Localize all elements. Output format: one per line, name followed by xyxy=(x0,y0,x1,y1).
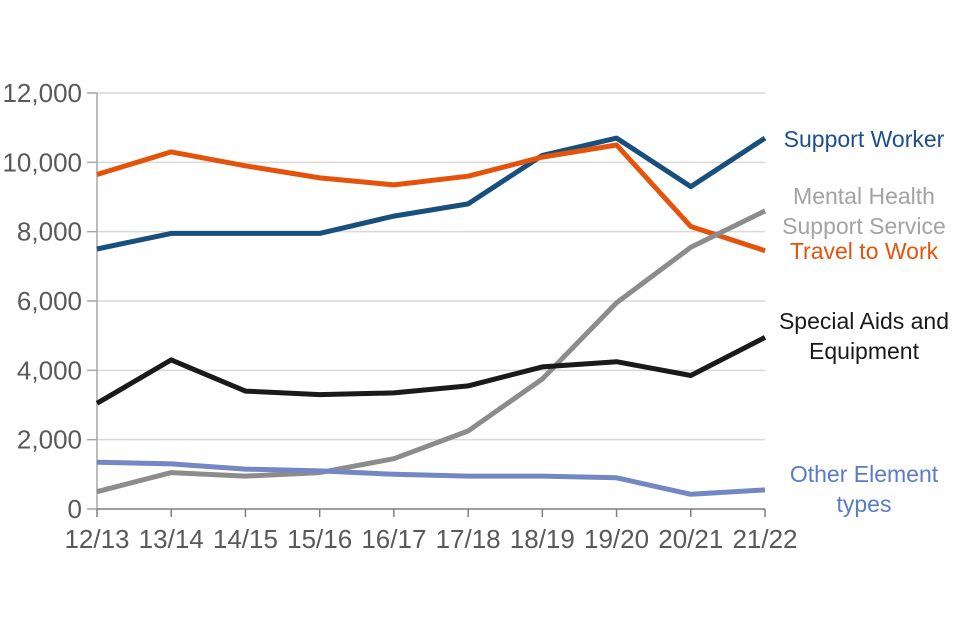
y-tick-label: 6,000 xyxy=(17,286,82,316)
series-line-travel-to-work xyxy=(96,142,766,254)
series-line-support-worker xyxy=(96,135,767,252)
y-tick-label: 0 xyxy=(68,494,82,524)
x-tick-label: 15/16 xyxy=(287,524,352,554)
x-tick-label: 13/14 xyxy=(139,524,204,554)
legend-special-aids-line2: Equipment xyxy=(809,338,919,364)
legend-travel-to-work: Travel to Work xyxy=(769,236,959,266)
legend-mental-health-line1: Mental Health xyxy=(793,183,935,209)
legend-other-element-line2: types xyxy=(836,491,892,517)
legend-mental-health-line2: Support Service xyxy=(782,213,946,239)
x-tick-label: 20/21 xyxy=(658,524,723,554)
series-line-special-aids-and-equipment xyxy=(95,335,767,406)
legend-travel-to-work-line1: Travel to Work xyxy=(789,238,939,264)
y-tick-label: 8,000 xyxy=(17,217,82,247)
y-tick-label: 12,000 xyxy=(2,78,82,108)
x-tick-label: 12/13 xyxy=(64,524,129,554)
series-line-other-element-types xyxy=(96,459,766,497)
y-tick-label: 4,000 xyxy=(17,355,82,385)
legend-mental-health-support-service: Mental Health Support Service xyxy=(769,181,959,241)
legend-special-aids-line1: Special Aids and xyxy=(778,308,950,334)
x-tick-label: 14/15 xyxy=(213,524,278,554)
y-tick-label: 2,000 xyxy=(17,425,82,455)
legend-support-worker-line1: Support Worker xyxy=(783,126,945,152)
legend-support-worker: Support Worker xyxy=(769,124,959,154)
x-tick-label: 21/22 xyxy=(732,524,797,554)
legend-special-aids-and-equipment: Special Aids and Equipment xyxy=(769,306,959,366)
x-tick-label: 18/19 xyxy=(510,524,575,554)
legend-other-element-line1: Other Element xyxy=(789,461,939,487)
series-line-mental-health-support-service xyxy=(96,208,767,495)
x-tick-label: 19/20 xyxy=(584,524,649,554)
x-tick-label: 17/18 xyxy=(436,524,501,554)
x-tick-label: 16/17 xyxy=(361,524,426,554)
y-tick-label: 10,000 xyxy=(2,147,82,177)
legend-other-element-types: Other Element types xyxy=(769,459,959,519)
